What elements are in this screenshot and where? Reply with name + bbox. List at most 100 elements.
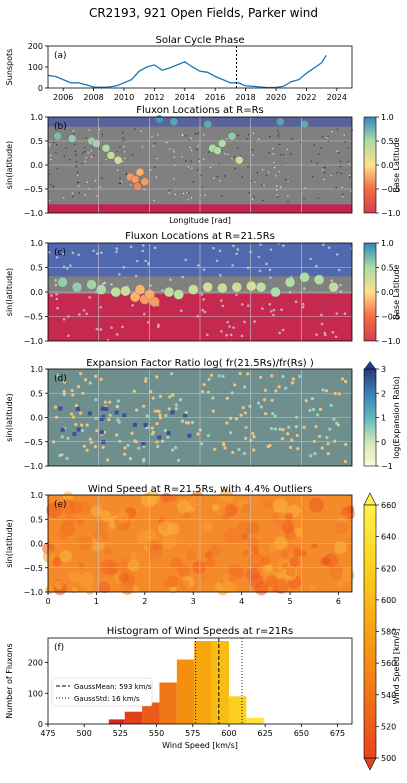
expansion-point	[88, 381, 92, 385]
fluxon-footpoint	[115, 247, 119, 250]
expansion-point	[55, 415, 59, 419]
expansion-point	[199, 442, 204, 446]
magnetogram-speckle	[254, 181, 256, 183]
fluxon-footpoint	[146, 320, 150, 324]
expansion-cell	[104, 406, 109, 411]
magnetogram-speckle	[316, 162, 318, 165]
fluxon-footpoint	[201, 308, 204, 312]
magnetogram-speckle	[278, 171, 280, 173]
magnetogram-speckle	[50, 183, 52, 185]
expansion-cell	[99, 430, 104, 435]
magnetogram-speckle	[56, 167, 59, 169]
magnetogram-speckle	[105, 159, 107, 161]
expansion-point	[108, 400, 112, 404]
expansion-point	[83, 378, 88, 382]
x-tick-label: 2016	[205, 93, 225, 102]
expansion-point	[270, 398, 274, 403]
magnetogram-speckle	[182, 135, 184, 137]
expansion-point	[223, 446, 227, 450]
fluxon-footpoint	[54, 283, 58, 287]
y-tick-label: 0.0	[30, 161, 43, 170]
magnetogram-speckle	[277, 130, 279, 132]
wind-speed-cell	[246, 567, 260, 582]
fluxon-footpoint	[100, 251, 103, 255]
expansion-point	[206, 434, 210, 438]
magnetogram-speckle	[321, 168, 324, 171]
fluxon-footpoint	[115, 333, 119, 336]
panel-label: (f)	[54, 643, 64, 653]
expansion-point	[309, 454, 313, 458]
fluxon-point	[140, 177, 149, 186]
fluxon-point	[235, 156, 244, 165]
magnetogram-speckle	[252, 132, 255, 135]
histogram-bar	[108, 719, 125, 724]
wind-speed-cell	[285, 566, 296, 577]
expansion-point	[79, 371, 83, 376]
magnetogram-speckle	[348, 174, 351, 177]
magnetogram-speckle	[154, 166, 156, 168]
colorbar-tick-label: 1.0	[381, 239, 394, 248]
panel-label: (e)	[54, 500, 67, 510]
magnetogram-speckle	[300, 141, 302, 143]
magnetogram-speckle	[303, 198, 305, 200]
fluxon-footpoint	[212, 246, 215, 250]
expansion-point	[252, 435, 256, 439]
expansion-point	[239, 413, 243, 417]
wind-speed-cell	[118, 572, 129, 583]
x-tick-label: 2	[142, 597, 147, 606]
expansion-point	[166, 435, 170, 439]
wind-speed-cell	[273, 498, 288, 514]
magnetogram-speckle	[140, 130, 142, 132]
magnetogram-speckle	[98, 148, 101, 150]
wind-speed-cell	[71, 587, 78, 594]
expansion-point	[116, 418, 120, 422]
wind-speed-cell	[262, 498, 273, 509]
fluxon-footpoint	[265, 262, 268, 266]
magnetogram-speckle	[225, 138, 228, 140]
fluxon-footpoint	[181, 275, 185, 279]
x-tick-label: 2014	[175, 93, 195, 102]
magnetogram-speckle	[157, 134, 159, 136]
magnetogram-speckle	[277, 195, 279, 198]
magnetogram-speckle	[134, 128, 136, 130]
magnetogram-speckle	[256, 171, 258, 174]
expansion-point	[288, 445, 293, 450]
expansion-point	[321, 388, 325, 392]
fluxon-point	[246, 280, 257, 292]
magnetogram-speckle	[285, 179, 287, 181]
expansion-point	[55, 373, 59, 377]
magnetogram-speckle	[340, 160, 342, 162]
legend-box	[51, 677, 153, 707]
fluxon-footpoint	[330, 279, 334, 282]
expansion-point	[225, 421, 229, 425]
expansion-point	[184, 421, 189, 425]
expansion-point	[151, 430, 156, 434]
fluxon-footpoint	[121, 325, 124, 329]
fluxon-footpoint	[220, 329, 223, 333]
magnetogram-speckle	[196, 148, 198, 151]
expansion-point	[149, 390, 153, 394]
magnetogram-speckle	[341, 186, 343, 188]
magnetogram-speckle	[247, 134, 250, 136]
expansion-point	[234, 417, 239, 421]
wind-speed-cell	[178, 565, 190, 577]
expansion-point	[157, 409, 161, 414]
magnetogram-speckle	[323, 167, 325, 169]
y-tick-label: −0.5	[24, 564, 43, 573]
fluxon-footpoint	[301, 302, 305, 306]
magnetogram-speckle	[191, 167, 193, 169]
wind-speed-cell	[190, 490, 204, 505]
expansion-point	[318, 407, 323, 412]
expansion-point	[280, 437, 285, 441]
x-tick-label: 2008	[83, 93, 103, 102]
wind-speed-cell	[346, 505, 355, 514]
wind-speed-cell	[179, 579, 190, 590]
fluxon-footpoint	[324, 333, 327, 337]
y-tick-label: −1.0	[24, 462, 43, 471]
wind-speed-cell	[177, 499, 191, 514]
y-axis-label: Sunspots	[5, 49, 14, 86]
expansion-point	[164, 414, 168, 418]
fluxon-footpoint	[184, 258, 187, 262]
magnetogram-speckle	[63, 155, 65, 157]
